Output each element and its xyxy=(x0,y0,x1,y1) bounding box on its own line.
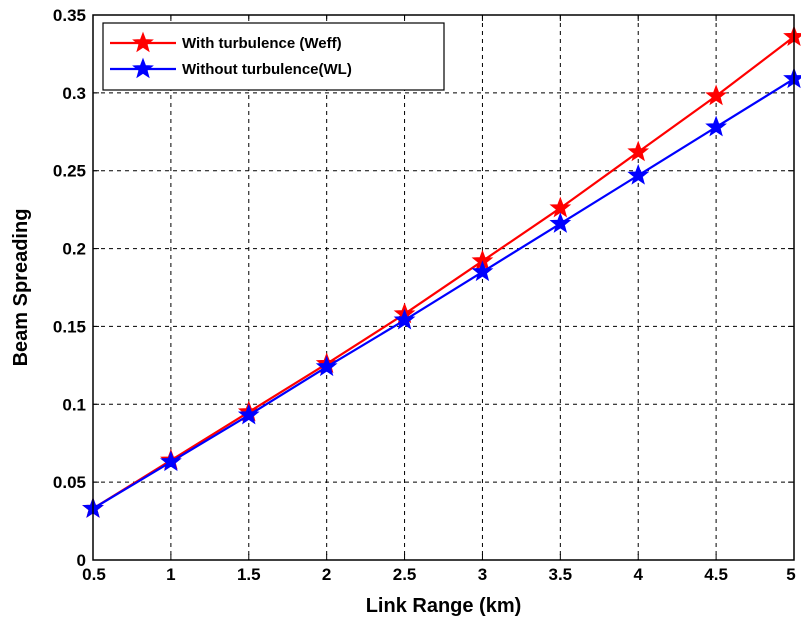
data-point xyxy=(237,403,260,425)
legend-item: Without turbulence(WL) xyxy=(110,57,352,79)
data-point xyxy=(471,260,494,282)
legend-item: With turbulence (Weff) xyxy=(110,31,342,53)
legend-marker xyxy=(132,57,154,79)
axis-ticks: 0.5 1 1.5 2 2.5 3 3.5 4 4.5 5 0 0.05 0.1 0.15 0.2 0.25 0… xyxy=(53,6,796,584)
legend-label: Without turbulence(WL) xyxy=(182,61,352,78)
data-point xyxy=(315,355,338,377)
data-point xyxy=(627,163,650,185)
grid-lines xyxy=(93,15,794,560)
data-point xyxy=(160,450,182,472)
data-point xyxy=(627,140,650,162)
x-tick-label: 3.5 xyxy=(549,565,573,584)
x-tick-label: 3 xyxy=(478,565,487,584)
x-tick-label: 0.5 xyxy=(82,565,106,584)
x-tick-label: 1 xyxy=(166,565,175,584)
y-tick-label: 0.1 xyxy=(62,395,86,414)
y-tick-label: 0 xyxy=(77,551,86,570)
x-tick-label: 4.5 xyxy=(704,565,728,584)
legend-label: With turbulence (Weff) xyxy=(182,35,342,52)
x-tick-label: 5 xyxy=(786,565,795,584)
y-tick-label: 0.3 xyxy=(62,84,86,103)
series-without-turbulence xyxy=(82,67,801,518)
legend: With turbulence (Weff) Without turbulence… xyxy=(102,22,445,91)
chart-series xyxy=(82,25,801,518)
y-tick-label: 0.2 xyxy=(62,240,86,259)
y-tick-label: 0.35 xyxy=(53,6,86,25)
series-line xyxy=(92,35,795,510)
y-axis-title: Beam Spreading xyxy=(10,209,32,367)
x-tick-label: 4 xyxy=(633,565,643,584)
legend-marker xyxy=(132,31,154,53)
x-tick-label: 2 xyxy=(322,565,331,584)
y-tick-label: 0.05 xyxy=(53,473,86,492)
y-tick-label: 0.15 xyxy=(53,317,86,336)
legend-box xyxy=(102,22,445,91)
x-tick-label: 2.5 xyxy=(393,565,417,584)
data-point xyxy=(705,84,727,106)
x-axis-title: Link Range (km) xyxy=(366,595,522,617)
series-with-turbulence xyxy=(82,25,801,518)
series-line xyxy=(92,77,795,510)
plot-area xyxy=(92,14,795,561)
data-point xyxy=(393,308,416,330)
y-tick-label: 0.25 xyxy=(53,162,86,181)
x-tick-label: 1.5 xyxy=(237,565,261,584)
data-point xyxy=(705,115,727,137)
data-point xyxy=(549,212,572,233)
